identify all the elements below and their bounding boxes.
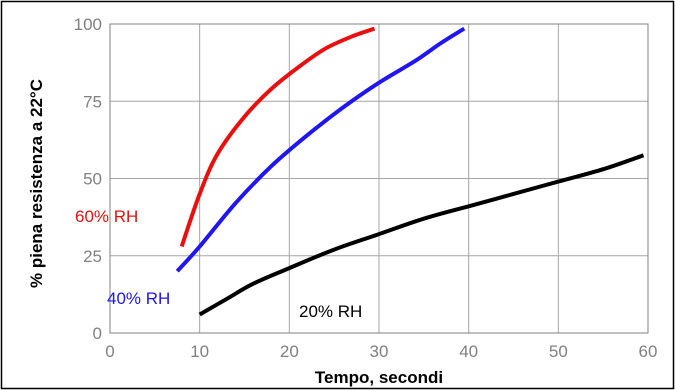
plot-area-frame [109, 23, 649, 334]
series-label-60-rh: 60% RH [75, 207, 138, 226]
series-line-60-rh [179, 26, 376, 248]
y-axis-title: % piena resistenza a 22°C [27, 79, 46, 288]
tick-labels: 0 10 20 30 40 50 60 0 25 50 75 100 [74, 15, 658, 361]
data-series [175, 26, 645, 317]
x-tick-label: 40 [459, 342, 478, 361]
x-tick-label: 30 [370, 342, 389, 361]
x-axis-title: Tempo, secondi [315, 368, 443, 387]
y-tick-label: 75 [83, 92, 102, 111]
x-tick-label: 10 [190, 342, 209, 361]
series-label-40-rh: 40% RH [107, 289, 170, 308]
series-line-20-rh [198, 153, 645, 317]
series-line-40-rh [175, 26, 466, 273]
series-label-20-rh: 20% RH [299, 302, 362, 321]
y-tick-label: 25 [83, 247, 102, 266]
y-tick-label: 100 [74, 15, 102, 34]
x-tick-label: 50 [549, 342, 568, 361]
y-tick-label: 0 [93, 324, 102, 343]
y-tick-label: 50 [83, 170, 102, 189]
x-tick-label: 20 [280, 342, 299, 361]
series-labels: 60% RH 40% RH 20% RH [75, 207, 362, 321]
x-tick-label: 0 [105, 342, 114, 361]
x-tick-label: 60 [639, 342, 658, 361]
